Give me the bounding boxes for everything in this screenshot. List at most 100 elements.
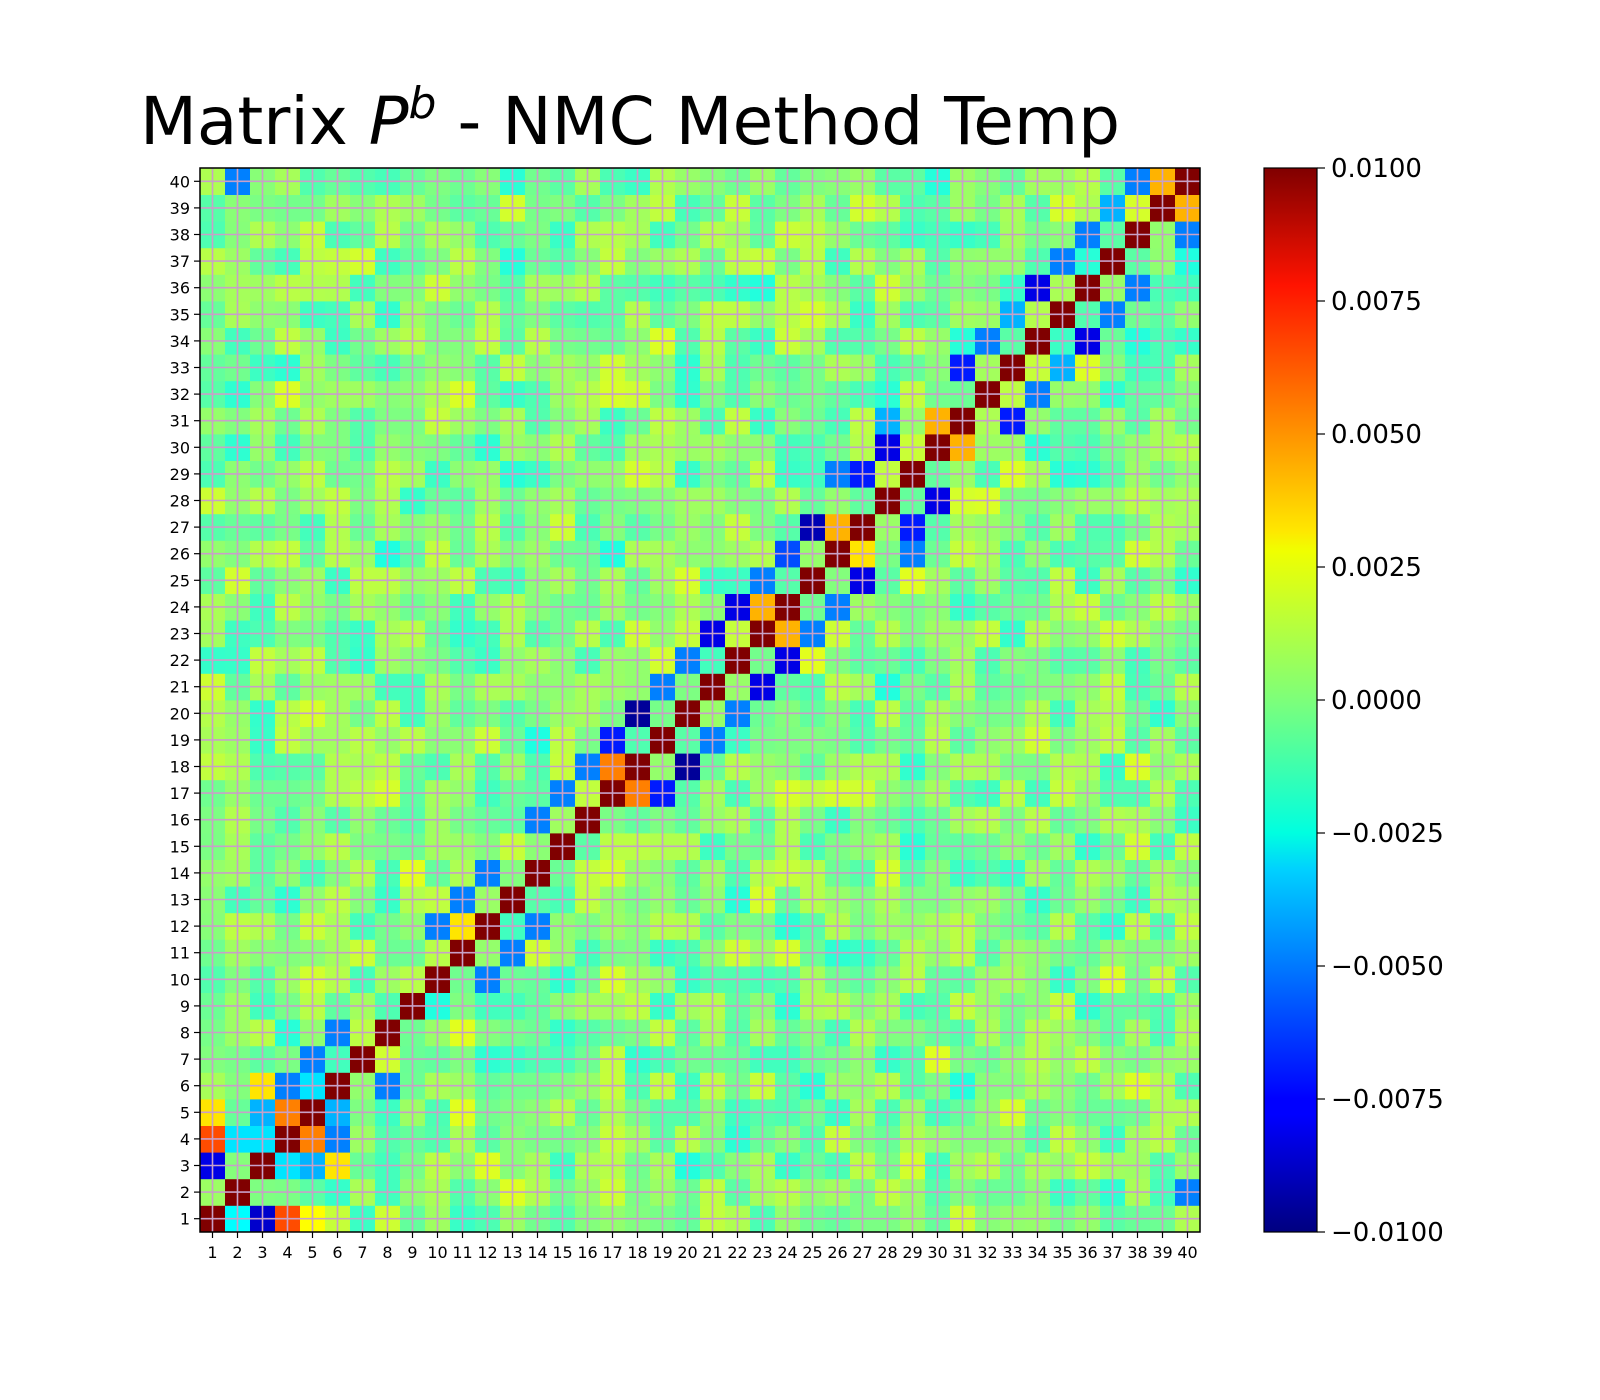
y-tick-label: 40 — [170, 172, 190, 191]
colorbar-tick-label: 0.0050 — [1331, 420, 1422, 450]
y-tick-label: 8 — [180, 1024, 190, 1043]
x-axis: 1 2 3 4 5 6 7 8 9 10 11 12 13 14 15 16 17 18 19 20 21 22 23 24 2… — [207, 1232, 1198, 1262]
y-axis: 1234567891011121314151617181920212223242… — [170, 172, 200, 1229]
colorbar-tick-label: −0.0075 — [1331, 1085, 1444, 1115]
colorbar-tick-label: 0.0100 — [1331, 154, 1422, 184]
x-tick-label: 29 — [902, 1243, 922, 1262]
x-tick-label: 10 — [427, 1243, 447, 1262]
y-tick-label: 4 — [180, 1130, 190, 1149]
y-tick-label: 10 — [170, 970, 190, 989]
y-tick-label: 29 — [170, 465, 190, 484]
y-tick-label: 26 — [170, 545, 190, 564]
x-tick-label: 37 — [1102, 1243, 1122, 1262]
y-tick-label: 2 — [180, 1183, 190, 1202]
y-tick-label: 11 — [170, 944, 190, 963]
y-tick-label: 14 — [170, 864, 190, 883]
colorbar-ticks: 0.0100 0.0075 0.0050 0.0025 0.0000 −0.0025 −0.… — [1317, 154, 1444, 1248]
x-tick-label: 1 — [207, 1243, 217, 1262]
y-tick-label: 35 — [170, 305, 190, 324]
x-tick-label: 13 — [502, 1243, 522, 1262]
x-tick-label: 26 — [827, 1243, 847, 1262]
x-tick-label: 15 — [552, 1243, 572, 1262]
x-tick-label: 6 — [332, 1243, 342, 1262]
y-tick-label: 9 — [180, 997, 190, 1016]
y-tick-label: 36 — [170, 279, 190, 298]
y-tick-label: 31 — [170, 412, 190, 431]
x-tick-label: 30 — [927, 1243, 947, 1262]
y-tick-label: 7 — [180, 1050, 190, 1069]
x-tick-label: 22 — [727, 1243, 747, 1262]
heatmap-grid — [200, 168, 1200, 1232]
y-tick-label: 18 — [170, 758, 190, 777]
x-tick-label: 4 — [282, 1243, 292, 1262]
y-tick-label: 34 — [170, 332, 190, 351]
x-tick-label: 31 — [952, 1243, 972, 1262]
y-tick-label: 24 — [170, 598, 190, 617]
colorbar-tick-label: −0.0025 — [1331, 819, 1444, 849]
colorbar — [1263, 167, 1318, 1233]
y-tick-label: 19 — [170, 731, 190, 750]
y-tick-label: 22 — [170, 651, 190, 670]
y-tick-label: 30 — [170, 438, 190, 457]
x-tick-label: 27 — [852, 1243, 872, 1262]
x-tick-label: 7 — [357, 1243, 367, 1262]
title-symbol: P — [368, 83, 409, 160]
x-tick-label: 5 — [307, 1243, 317, 1262]
y-tick-label: 33 — [170, 359, 190, 378]
x-tick-label: 3 — [257, 1243, 267, 1262]
x-tick-label: 40 — [1177, 1243, 1197, 1262]
x-tick-label: 17 — [602, 1243, 622, 1262]
x-tick-label: 11 — [452, 1243, 472, 1262]
x-tick-label: 34 — [1027, 1243, 1047, 1262]
colorbar-tick-label: 0.0025 — [1331, 553, 1422, 583]
y-tick-label: 17 — [170, 784, 190, 803]
x-tick-label: 9 — [407, 1243, 417, 1262]
y-tick-label: 13 — [170, 891, 190, 910]
x-tick-label: 18 — [627, 1243, 647, 1262]
y-tick-label: 27 — [170, 518, 190, 537]
y-tick-label: 3 — [180, 1157, 190, 1176]
y-tick-label: 6 — [180, 1077, 190, 1096]
y-tick-label: 20 — [170, 704, 190, 723]
y-tick-label: 5 — [180, 1103, 190, 1122]
y-tick-label: 16 — [170, 811, 190, 830]
x-tick-label: 14 — [527, 1243, 547, 1262]
y-tick-label: 15 — [170, 837, 190, 856]
y-tick-label: 1 — [180, 1210, 190, 1229]
y-tick-label: 21 — [170, 678, 190, 697]
heatmap-cells — [200, 168, 1201, 1233]
title-suffix: - NMC Method Temp — [436, 83, 1121, 160]
x-tick-label: 35 — [1052, 1243, 1072, 1262]
x-tick-label: 8 — [382, 1243, 392, 1262]
x-tick-label: 28 — [877, 1243, 897, 1262]
x-tick-label: 16 — [577, 1243, 597, 1262]
x-tick-label: 21 — [702, 1243, 722, 1262]
y-tick-label: 39 — [170, 199, 190, 218]
y-tick-label: 28 — [170, 492, 190, 511]
x-tick-label: 36 — [1077, 1243, 1097, 1262]
y-tick-label: 12 — [170, 917, 190, 936]
x-tick-label: 2 — [232, 1243, 242, 1262]
y-tick-label: 23 — [170, 625, 190, 644]
x-tick-label: 39 — [1152, 1243, 1172, 1262]
x-tick-label: 32 — [977, 1243, 997, 1262]
x-tick-label: 24 — [777, 1243, 797, 1262]
x-tick-label: 33 — [1002, 1243, 1022, 1262]
colorbar-tick-label: −0.0050 — [1331, 952, 1444, 982]
y-tick-label: 32 — [170, 385, 190, 404]
colorbar-tick-label: −0.0100 — [1331, 1218, 1444, 1248]
x-tick-label: 19 — [652, 1243, 672, 1262]
x-tick-label: 20 — [677, 1243, 697, 1262]
chart-title: Matrix Pb - NMC Method Temp — [100, 78, 1160, 160]
x-tick-label: 12 — [477, 1243, 497, 1262]
y-tick-label: 38 — [170, 226, 190, 245]
x-tick-label: 25 — [802, 1243, 822, 1262]
x-tick-label: 23 — [752, 1243, 772, 1262]
y-tick-label: 37 — [170, 252, 190, 271]
heatmap-frame — [199, 167, 1201, 1233]
y-tick-label: 25 — [170, 571, 190, 590]
title-superscript: b — [408, 78, 437, 129]
title-prefix: Matrix — [139, 83, 369, 160]
x-tick-label: 38 — [1127, 1243, 1147, 1262]
